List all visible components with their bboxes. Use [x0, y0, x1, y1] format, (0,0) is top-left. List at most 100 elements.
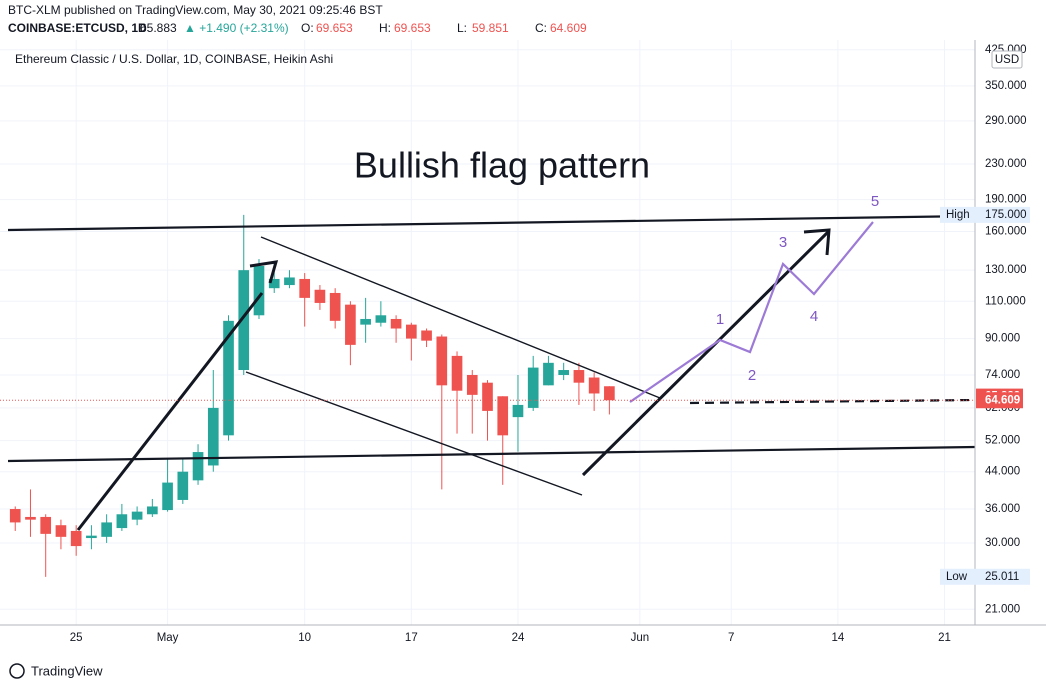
candle-body	[40, 516, 52, 534]
y-tick-label: 21.000	[985, 603, 1020, 615]
candle-body	[101, 522, 112, 537]
published: BTC-XLM published on TradingView.com, Ma…	[8, 3, 383, 17]
candle-body	[268, 278, 280, 289]
candle-body	[162, 482, 173, 511]
x-tick-label: May	[157, 632, 179, 644]
x-tick-label: Jun	[631, 632, 650, 644]
candle-body	[9, 509, 21, 523]
candle-body	[314, 289, 326, 303]
currency: USD	[995, 54, 1019, 66]
candle-body	[604, 386, 615, 401]
marker-name: Low	[946, 571, 968, 583]
footer-text: TradingView	[31, 663, 103, 678]
arrow-small	[249, 260, 279, 284]
marker-name: High	[946, 209, 970, 221]
candle-body	[375, 315, 387, 323]
candle-body	[253, 265, 265, 316]
candle-body	[466, 374, 478, 395]
ohlc-key: H:	[379, 21, 391, 35]
x-tick-label: 10	[298, 632, 311, 644]
candle-body	[345, 304, 356, 345]
candle-body	[360, 318, 371, 325]
candle-body	[405, 324, 417, 339]
y-tick-label: 230.000	[985, 158, 1027, 170]
marker-box	[940, 568, 1030, 585]
candle-body	[116, 514, 128, 529]
candle-body	[70, 530, 82, 547]
wave-label: 4	[810, 308, 818, 325]
candle-body	[131, 511, 143, 520]
y-tick-label: 110.000	[985, 295, 1026, 307]
wave-label: 5	[871, 193, 879, 210]
currency-box	[991, 50, 1023, 69]
y-tick-label: 30.000	[985, 537, 1020, 549]
chart-title: Ethereum Classic / U.S. Dollar, 1D, COIN…	[15, 52, 333, 66]
ohlc: O: 69.653 H: 69.653 L: 59.851 C: 64.609	[301, 21, 587, 35]
ohlc-key: O:	[301, 21, 314, 35]
y-tick-label: 290.000	[985, 115, 1027, 127]
candle-body	[527, 367, 539, 408]
ohlc-value: 69.653	[316, 21, 353, 35]
wave-label: 3	[779, 234, 787, 251]
y-tick-label: 190.000	[985, 194, 1027, 206]
elliott-wave	[629, 221, 874, 403]
candle-body	[207, 407, 219, 466]
candle-body	[147, 506, 158, 515]
x-tick-label: 17	[405, 632, 418, 644]
candle-body	[482, 382, 493, 411]
close-label: 64.609	[985, 394, 1020, 406]
symbol: COINBASE:ETCUSD, 1D	[8, 21, 147, 35]
y-tick-label: 36.000	[985, 503, 1020, 515]
candle-body	[421, 330, 432, 341]
y-tick-label: 350.000	[985, 80, 1027, 92]
candle-body	[588, 377, 600, 394]
wave-label: 2	[748, 367, 756, 384]
candle-body	[86, 535, 97, 539]
y-tick-label: 160.000	[985, 226, 1027, 238]
pole-arrow	[76, 292, 264, 531]
candle-body	[512, 404, 524, 418]
breakout-arrow	[581, 230, 830, 477]
candle-body	[436, 336, 448, 386]
candle-body	[543, 362, 554, 386]
x-tick-label: 7	[728, 632, 734, 644]
change: ▲ +1.490 (+2.31%)	[184, 21, 289, 35]
candle-body	[192, 452, 204, 481]
marker-label: 175.000	[985, 209, 1027, 221]
x-tick-label: 21	[938, 632, 951, 644]
y-tick-label: 90.000	[985, 333, 1020, 345]
y-tick-label: 44.000	[985, 466, 1020, 478]
footer: TradingView	[9, 663, 103, 679]
ohlc-value: 59.851	[472, 21, 509, 35]
y-tick-label: 130.000	[985, 264, 1027, 276]
logo	[9, 663, 25, 679]
support-line	[7, 445, 976, 463]
candles	[9, 214, 615, 577]
resistance-line	[7, 214, 976, 232]
candle-body	[329, 292, 341, 321]
candle-body	[55, 525, 67, 537]
price: 65.883	[140, 21, 177, 35]
arrow-head	[803, 228, 831, 256]
candle-body	[558, 370, 570, 375]
candle-body	[238, 270, 250, 371]
candle-body	[223, 320, 234, 436]
candle-body	[451, 355, 463, 391]
annotation: Bullish flag pattern	[354, 145, 650, 186]
candle-body	[177, 471, 189, 500]
marker-box	[940, 206, 1030, 223]
ohlc-key: C:	[535, 21, 547, 35]
candle-body	[497, 396, 509, 436]
candle-body	[573, 370, 585, 383]
close-box	[976, 392, 1023, 409]
y-tick-label: 74.000	[985, 369, 1020, 381]
channel-bottom	[245, 371, 583, 496]
target-dash	[689, 398, 976, 405]
marker-label: 25.011	[985, 571, 1019, 583]
wave-label: 1	[716, 311, 724, 328]
ohlc-key: L:	[457, 21, 467, 35]
x-tick-label: 14	[831, 632, 844, 644]
channel-top	[260, 236, 661, 399]
drawings	[7, 214, 976, 531]
